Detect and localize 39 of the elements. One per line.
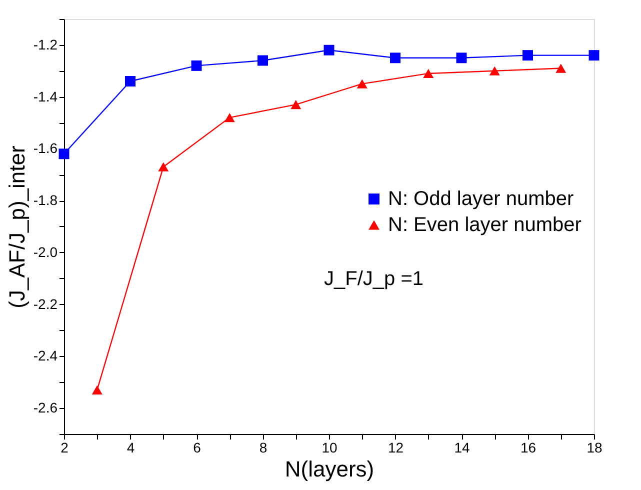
- x-tick-label: 6: [193, 440, 202, 456]
- x-tick-label: 4: [126, 440, 135, 456]
- annotation: J_F/J_p =1: [324, 268, 424, 290]
- x-tick-label: 2: [60, 440, 69, 456]
- point: [290, 100, 302, 110]
- point: [324, 44, 334, 56]
- legend-label: N: Even layer number: [388, 214, 582, 236]
- y-tick-label: -2.6: [33, 400, 58, 416]
- point: [92, 385, 102, 394]
- point: [356, 79, 368, 88]
- y-tick-label: -2.2: [33, 296, 58, 312]
- point: [556, 64, 566, 73]
- point: [588, 50, 600, 61]
- x-tick-label: 10: [322, 440, 338, 456]
- y-tick-label: -2.4: [33, 348, 58, 364]
- point: [58, 148, 70, 160]
- point: [456, 52, 467, 64]
- point: [224, 113, 235, 122]
- y-tick-label: -1.8: [33, 192, 58, 208]
- point: [191, 60, 202, 71]
- x-tick-label: 8: [259, 440, 268, 456]
- x-axis-title: N(layers): [284, 456, 374, 482]
- legend-label: N: Odd layer number: [388, 188, 574, 210]
- y-axis-title: (J_AF/J_p)_inter: [4, 146, 30, 308]
- point: [522, 50, 533, 61]
- y-tick-label: -1.2: [33, 36, 58, 52]
- x-tick-label: 18: [586, 440, 602, 456]
- y-tick-label: -2.0: [33, 244, 58, 260]
- y-tick-label: -1.4: [33, 88, 58, 104]
- point: [390, 52, 400, 64]
- x-tick-label: 14: [454, 440, 470, 456]
- point: [125, 76, 136, 86]
- x-tick-label: 16: [520, 440, 536, 456]
- y-tick-label: -1.6: [33, 140, 58, 156]
- point: [423, 68, 434, 78]
- point: [489, 66, 500, 76]
- point: [258, 55, 268, 66]
- x-tick-label: 12: [388, 440, 404, 456]
- point: [158, 162, 169, 172]
